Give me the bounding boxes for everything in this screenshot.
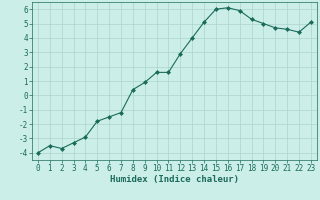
X-axis label: Humidex (Indice chaleur): Humidex (Indice chaleur) <box>110 175 239 184</box>
